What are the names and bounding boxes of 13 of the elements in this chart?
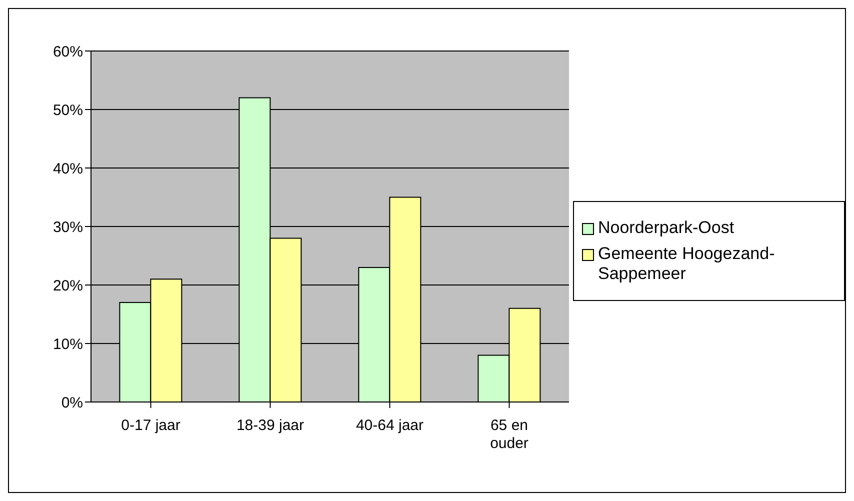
- y-tick-label: 40%: [52, 160, 83, 178]
- legend-label: Noorderpark-Oost: [598, 218, 734, 238]
- x-tick-label: 65 en ouder: [490, 417, 528, 452]
- x-tick-label: 0-17 jaar: [121, 417, 180, 434]
- legend-label: Gemeente Hoogezand-Sappemeer: [598, 244, 776, 284]
- y-tick-label: 10%: [52, 336, 83, 353]
- x-tick-label: 18-39 jaar: [236, 417, 304, 434]
- y-tick-label: 30%: [52, 218, 83, 236]
- y-tick-label: 50%: [52, 102, 83, 119]
- y-tick-label: 0%: [61, 394, 83, 412]
- y-tick-label: 60%: [52, 43, 83, 60]
- x-tick-label: 40-64 jaar: [356, 417, 424, 434]
- y-tick-label: 20%: [52, 277, 83, 294]
